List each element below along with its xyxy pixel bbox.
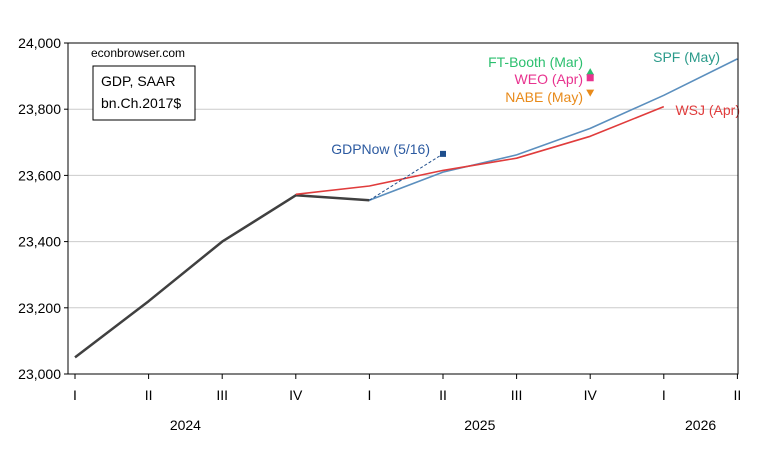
series-labels: SPF (May) WSJ (Apr) GDPNow (5/16) FT-Booth … [331,49,740,157]
x-tick-label: IV [584,387,598,403]
x-tick-label: III [511,387,523,403]
x-axis-ticks: I II III IV I II III IV I II [73,374,741,403]
nabe-marker [586,89,595,97]
gdpnow-marker [440,150,446,157]
y-tick-label: 23,400 [18,234,61,250]
watermark-text: econbrowser.com [91,46,185,60]
y-tick-label: 23,600 [18,167,61,183]
gdpnow-line [369,153,444,201]
series-lines [74,58,738,359]
gdpnow-label: GDPNow (5/16) [331,141,430,157]
wsj-label: WSJ (Apr) [675,102,740,118]
forecast-points [440,68,595,157]
x-tick-label: II [145,387,153,403]
x-tick-label: III [216,387,228,403]
actual-line [74,194,370,359]
y-tick-label: 24,000 [18,35,61,51]
x-tick-label: I [367,387,371,403]
x-tick-label: II [734,387,742,403]
year-label: 2026 [685,417,716,433]
y-tick-label: 23,800 [18,101,61,117]
wsj-line [295,105,665,196]
legend-line2: bn.Ch.2017$ [101,95,181,111]
legend-frame [92,65,196,121]
spf-line [369,58,738,201]
year-label: 2024 [170,417,201,433]
ft-marker [586,68,595,76]
plot-frame [67,42,739,375]
legend-line1: GDP, SAAR [101,73,175,89]
year-label: 2025 [464,417,495,433]
x-tick-label: I [662,387,666,403]
spf-label: SPF (May) [653,49,720,65]
x-tick-label: I [73,387,77,403]
legend-box: GDP, SAAR bn.Ch.2017$ [92,65,196,121]
weo-label: WEO (Apr) [515,71,583,87]
y-tick-label: 23,200 [18,300,61,316]
year-labels: 2024 2025 2026 [170,417,717,433]
x-tick-label: II [439,387,447,403]
ft-label: FT-Booth (Mar) [488,54,583,70]
y-tick-label: 23,000 [18,366,61,382]
weo-marker [586,74,594,82]
nabe-label: NABE (May) [505,89,583,105]
y-axis-ticks: 23,000 23,200 23,400 23,600 23,800 24,000 [18,35,68,382]
x-tick-label: IV [289,387,303,403]
